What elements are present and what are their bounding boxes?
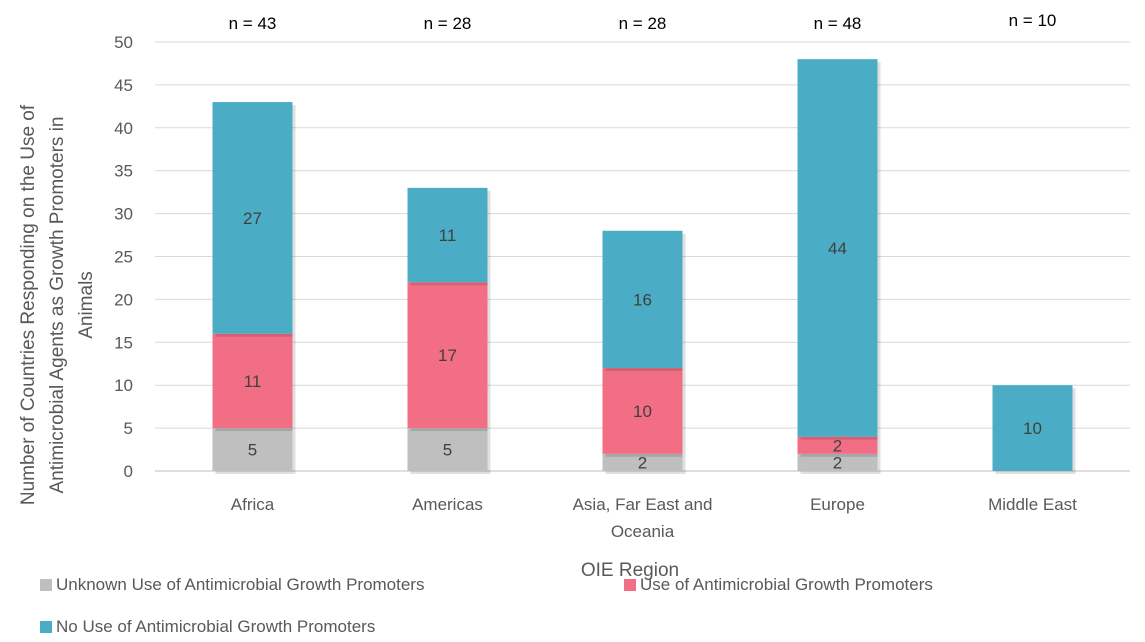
- data-label: 2: [833, 453, 842, 472]
- sample-size-label: n = 28: [424, 14, 472, 33]
- sample-size-label: n = 28: [619, 14, 667, 33]
- category-label: Europe: [810, 495, 865, 514]
- bars: [212, 59, 1076, 474]
- y-tick-label: 20: [114, 290, 133, 309]
- bar-segment: [407, 428, 488, 471]
- legend-swatch-unknown: [40, 579, 52, 591]
- y-tick-label: 50: [114, 33, 133, 52]
- legend-swatch-no-use: [40, 621, 52, 633]
- sample-size-label: n = 43: [229, 14, 277, 33]
- y-tick-label: 0: [124, 462, 133, 481]
- bar-segment: [602, 453, 683, 471]
- bar-segment: [212, 333, 293, 429]
- y-tick-label: 30: [114, 205, 133, 224]
- y-tick-label: 40: [114, 119, 133, 138]
- bar-segment: [797, 436, 878, 454]
- y-tick-labels: 0 5 10 15 20 25 30 35 40 45 50: [114, 33, 133, 481]
- y-tick-label: 35: [114, 162, 133, 181]
- bar-segment: [797, 453, 878, 471]
- y-tick-label: 5: [124, 419, 133, 438]
- data-label: 2: [638, 453, 647, 472]
- bar-segment: [212, 102, 293, 334]
- category-label-line: Asia, Far East and: [573, 495, 713, 514]
- bar-segment: [797, 59, 878, 437]
- bar-segment: [992, 385, 1073, 471]
- sample-size-label: n = 48: [814, 14, 862, 33]
- legend-label-use: Use of Antimicrobial Growth Promoters: [640, 575, 933, 594]
- category-label-line: Africa: [231, 495, 275, 514]
- y-tick-label: 15: [114, 333, 133, 352]
- category-label-line: Europe: [810, 495, 865, 514]
- data-label: 10: [633, 402, 652, 421]
- category-label: Africa: [231, 495, 275, 514]
- sample-size-label: n = 10: [1009, 11, 1057, 30]
- bar-segment: [212, 428, 293, 471]
- data-label: 5: [443, 441, 452, 460]
- data-label: 5: [248, 441, 257, 460]
- category-labels: Africa Americas Asia, Far East and Oceania E…: [231, 495, 1077, 541]
- bar-segment: [407, 282, 488, 429]
- category-label: Americas: [412, 495, 483, 514]
- category-label: Middle East: [988, 495, 1077, 514]
- y-tick-label: 10: [114, 376, 133, 395]
- category-label-line: Oceania: [611, 522, 675, 541]
- legend-item-no-use: No Use of Antimicrobial Growth Promoters: [40, 617, 375, 637]
- data-label: 10: [1023, 419, 1042, 438]
- data-label: 16: [633, 290, 652, 309]
- y-tick-label: 45: [114, 76, 133, 95]
- data-label: 2: [833, 436, 842, 455]
- y-axis-title-text: Number of Countries Responding on the Us…: [18, 104, 97, 505]
- y-tick-label: 25: [114, 248, 133, 267]
- legend-swatch-use: [624, 579, 636, 591]
- data-label: 11: [244, 372, 262, 391]
- category-label: Asia, Far East and Oceania: [573, 495, 713, 541]
- bar-segment: [407, 187, 488, 283]
- y-axis-title-line: Animals: [76, 271, 97, 339]
- legend-item-use: Use of Antimicrobial Growth Promoters: [624, 575, 933, 595]
- data-label: 44: [828, 239, 847, 258]
- bar-segment: [602, 230, 683, 369]
- data-label: 27: [243, 209, 262, 228]
- legend-label-unknown: Unknown Use of Antimicrobial Growth Prom…: [56, 575, 425, 594]
- legend-label-no-use: No Use of Antimicrobial Growth Promoters: [56, 617, 376, 636]
- category-label-line: Middle East: [988, 495, 1077, 514]
- sample-size-labels: n = 43 n = 28 n = 28 n = 48 n = 10: [229, 11, 1057, 33]
- data-label: 11: [439, 226, 457, 245]
- y-axis-title-line: Number of Countries Responding on the Us…: [18, 104, 39, 505]
- y-axis-title-line: Antimicrobial Agents as Growth Promoters…: [47, 117, 68, 494]
- bar-segment: [602, 368, 683, 454]
- data-label: 17: [438, 346, 457, 365]
- y-axis-title: Number of Countries Responding on the Us…: [18, 104, 97, 505]
- x-axis-title: OIE Region: [581, 560, 679, 581]
- category-label-line: Americas: [412, 495, 483, 514]
- legend-item-unknown-use: Unknown Use of Antimicrobial Growth Prom…: [40, 575, 424, 595]
